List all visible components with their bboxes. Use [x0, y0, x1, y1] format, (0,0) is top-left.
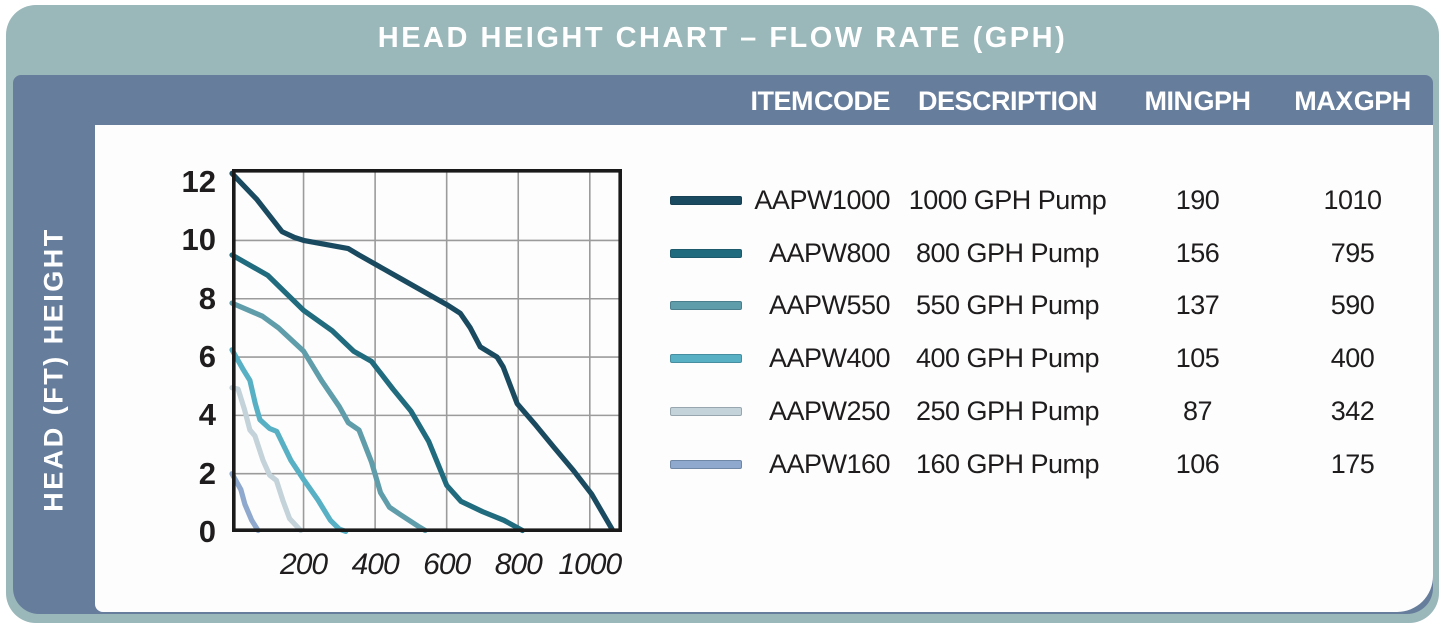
- legend-swatch: [670, 301, 742, 311]
- legend-swatch: [670, 407, 742, 417]
- series-line-aapw550: [229, 300, 428, 534]
- series-line-aapw250: [229, 385, 304, 534]
- y-tick-label: 10: [181, 222, 216, 258]
- y-tick-label: 8: [198, 280, 216, 316]
- table-row: AAPW1000 1000 GPH Pump 190 1010: [655, 174, 1435, 227]
- column-header-max-gph: MAX GPH: [1294, 85, 1411, 116]
- description: 800 GPH Pump: [915, 237, 1100, 268]
- min-gph: 87: [1182, 396, 1213, 427]
- max-gph: 1010: [1323, 184, 1382, 215]
- min-gph: 106: [1175, 448, 1220, 479]
- column-header-description: DESCRIPTION: [917, 85, 1098, 116]
- description: 1000 GPH Pump: [908, 184, 1107, 215]
- pump-table: AAPW1000 1000 GPH Pump 190 1010 AAPW800 …: [655, 174, 1435, 491]
- item-code: AAPW250: [768, 396, 891, 427]
- item-code: AAPW160: [768, 448, 891, 479]
- item-code: AAPW800: [768, 237, 891, 268]
- description: 160 GPH Pump: [915, 448, 1100, 479]
- column-header-min-gph: MIN GPH: [1144, 85, 1251, 116]
- legend-swatch: [670, 248, 742, 258]
- min-gph: 137: [1175, 290, 1220, 321]
- description: 400 GPH Pump: [915, 343, 1100, 374]
- max-gph: 590: [1330, 290, 1375, 321]
- legend-swatch: [670, 459, 742, 469]
- y-axis-panel-label-text: HEAD (FT) HEIGHT: [38, 227, 69, 512]
- item-code: AAPW400: [768, 343, 891, 374]
- x-axis-tick-labels: 200 400 600 800 1000: [232, 547, 622, 587]
- y-axis-tick-labels: 0 2 4 6 8 10 12: [144, 164, 224, 549]
- table-header-row: ITEM CODE DESCRIPTION MIN GPH MAX GPH: [655, 78, 1435, 124]
- series-line-aapw160: [229, 471, 261, 534]
- table-row: AAPW160 160 GPH Pump 106 175: [655, 438, 1435, 491]
- x-tick-label: 600: [423, 548, 471, 581]
- flow-rate-chart: [229, 168, 622, 534]
- table-row: AAPW250 250 GPH Pump 87 342: [655, 385, 1435, 438]
- min-gph: 105: [1175, 343, 1220, 374]
- series-line-aapw400: [229, 347, 349, 534]
- y-tick-label: 12: [181, 164, 216, 200]
- x-tick-label: 800: [494, 548, 543, 581]
- legend-swatch: [670, 195, 742, 205]
- column-header-item-code: ITEM CODE: [750, 85, 890, 116]
- plot-border: [231, 168, 622, 532]
- max-gph: 175: [1330, 448, 1375, 479]
- max-gph: 400: [1330, 343, 1375, 374]
- y-tick-label: 0: [198, 514, 216, 549]
- min-gph: 190: [1175, 184, 1220, 215]
- legend-swatch: [670, 354, 742, 364]
- item-code: AAPW550: [768, 290, 891, 321]
- table-row: AAPW550 550 GPH Pump 137 590: [655, 280, 1435, 333]
- item-code: AAPW1000: [754, 184, 890, 215]
- x-tick-label: 1000: [558, 548, 622, 581]
- description: 250 GPH Pump: [915, 396, 1100, 427]
- table-row: AAPW400 400 GPH Pump 105 400: [655, 332, 1435, 385]
- x-tick-label: 200: [280, 548, 328, 581]
- min-gph: 156: [1175, 237, 1220, 268]
- y-tick-label: 2: [198, 455, 216, 491]
- series-line-aapw800: [229, 252, 526, 534]
- max-gph: 795: [1330, 237, 1375, 268]
- page-title: HEAD HEIGHT CHART – FLOW RATE (GPH): [377, 22, 1068, 54]
- max-gph: 342: [1330, 396, 1375, 427]
- y-axis-panel-label: HEAD (FT) HEIGHT: [13, 127, 95, 612]
- series-line-aapw1000: [229, 170, 615, 532]
- table-row: AAPW800 800 GPH Pump 156 795: [655, 227, 1435, 280]
- description: 550 GPH Pump: [915, 290, 1100, 321]
- y-tick-label: 6: [198, 339, 216, 375]
- x-tick-label: 400: [351, 548, 400, 581]
- y-tick-label: 4: [198, 397, 216, 433]
